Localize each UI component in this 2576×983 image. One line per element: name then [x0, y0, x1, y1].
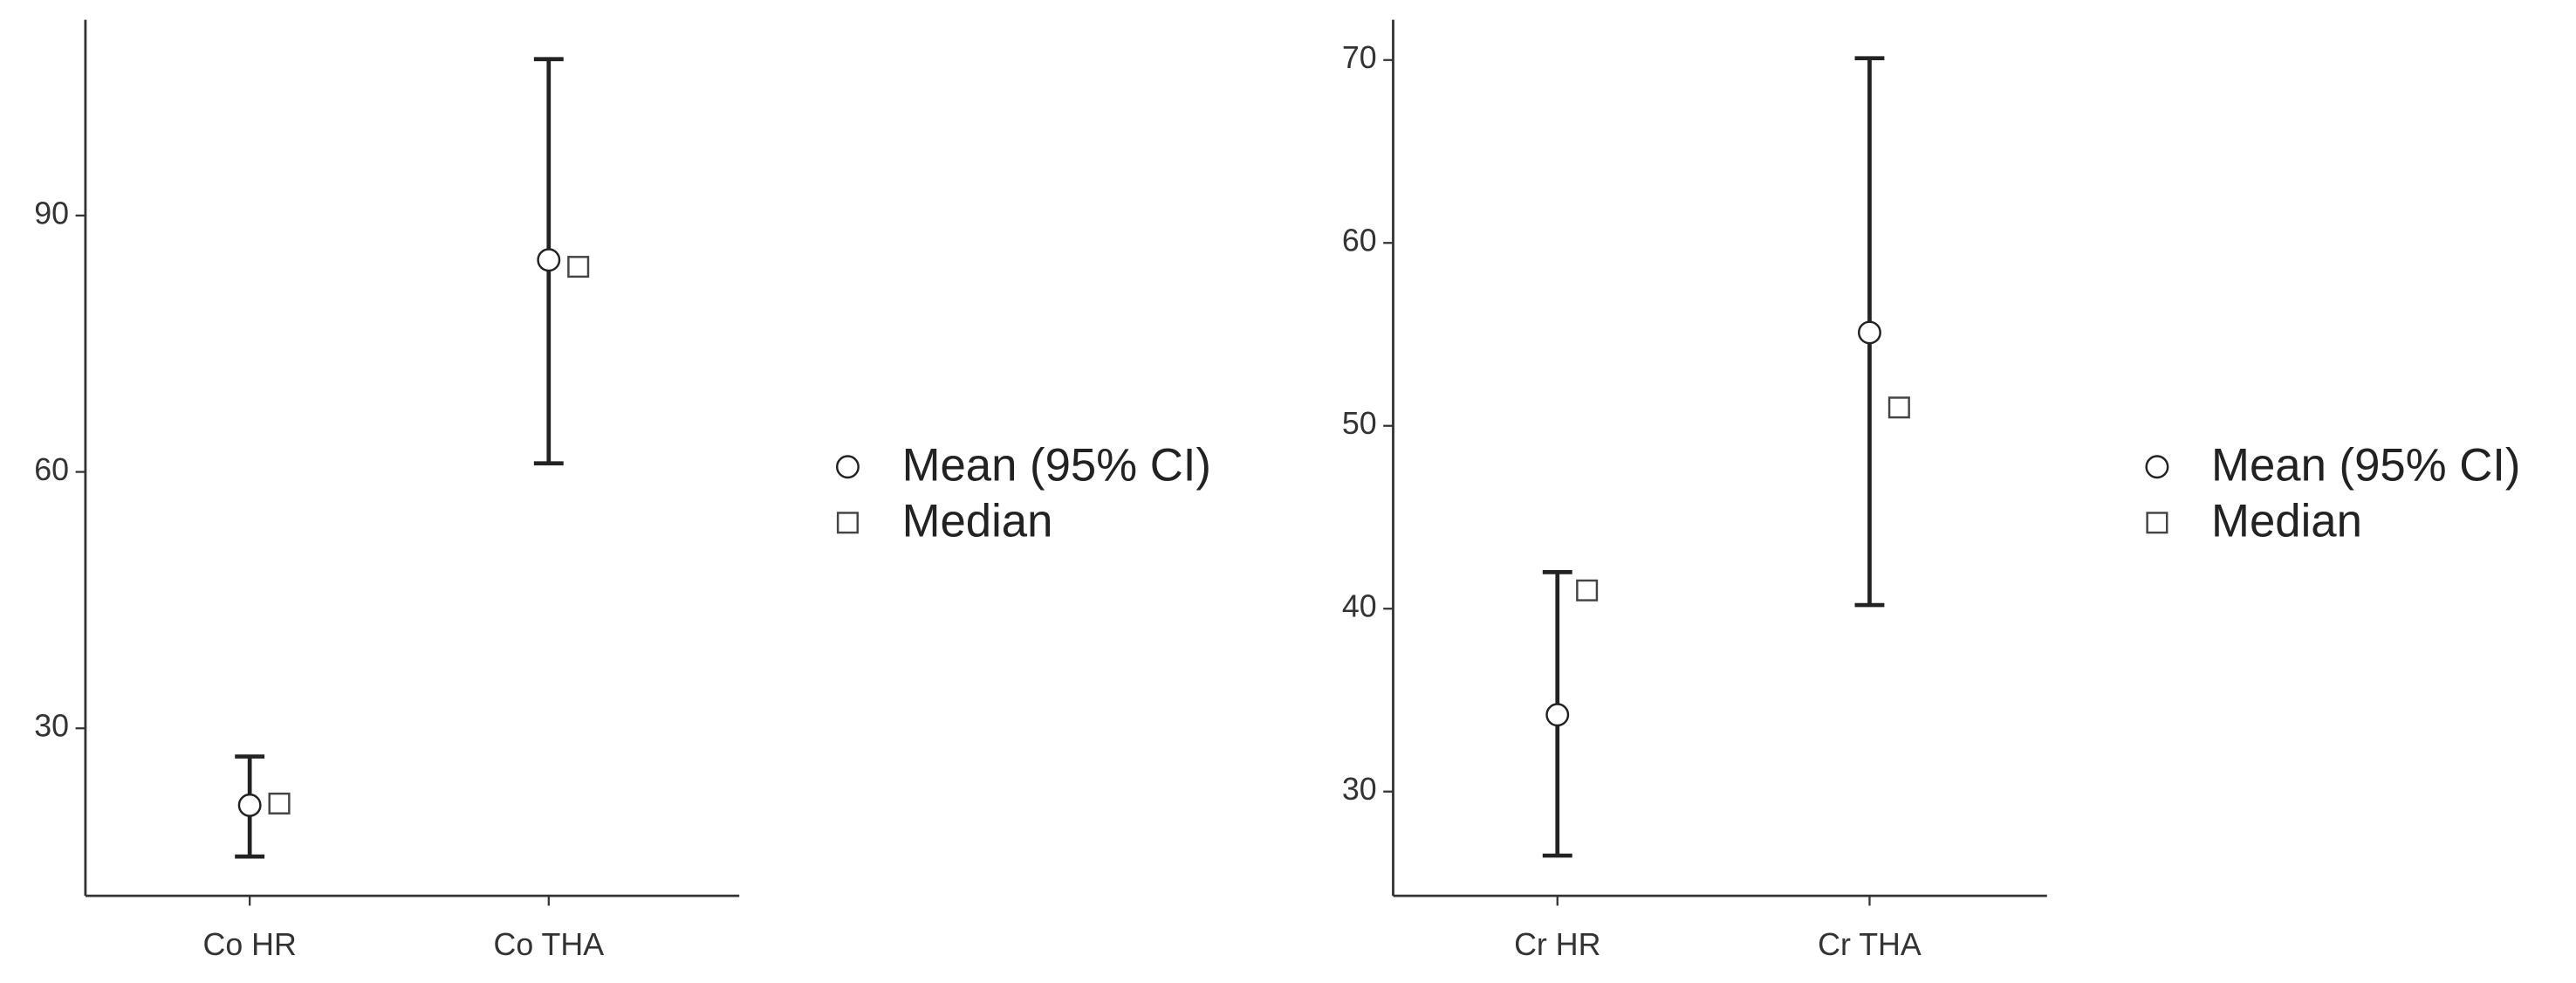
mean-marker [1545, 703, 1570, 727]
legend-marker [2145, 455, 2169, 479]
legend-label: Mean (95% CI) [2211, 440, 2520, 492]
y-tick-label: 40 [1342, 589, 1377, 624]
legend-marker [2146, 512, 2168, 534]
x-tick-label: Cr HR [1514, 927, 1600, 962]
y-tick-label: 60 [1342, 223, 1377, 258]
y-tick-label: 70 [1342, 40, 1377, 75]
mean-marker [237, 793, 262, 817]
y-tick-label: 50 [1342, 406, 1377, 441]
legend-marker [836, 512, 859, 534]
y-tick-label: 30 [1342, 772, 1377, 807]
y-tick-label: 90 [34, 196, 69, 230]
median-marker [567, 256, 590, 278]
y-tick-label: 60 [34, 452, 69, 487]
x-tick-label: Co HR [202, 927, 296, 962]
legend-label: Median [2211, 496, 2362, 547]
x-tick-label: Cr THA [1818, 927, 1922, 962]
y-tick-label: 30 [34, 709, 69, 744]
median-marker [1576, 579, 1599, 601]
x-tick-label: Co THA [494, 927, 605, 962]
legend-label: Mean (95% CI) [902, 440, 1211, 492]
mean-marker [1857, 320, 1881, 345]
legend-marker [835, 455, 860, 479]
mean-marker [537, 248, 561, 272]
median-marker [268, 792, 291, 815]
legend-label: Median [902, 496, 1053, 547]
median-marker [1887, 396, 1910, 419]
